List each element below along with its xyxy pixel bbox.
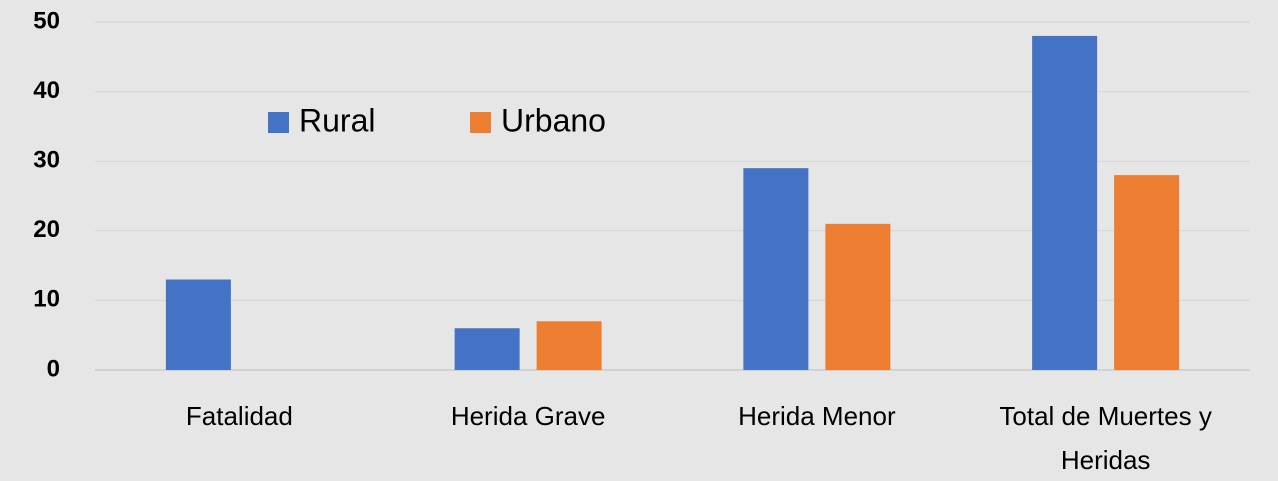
bar <box>743 168 809 370</box>
legend-swatch <box>268 112 289 133</box>
legend-swatch <box>470 112 491 133</box>
x-tick-label: Fatalidad <box>186 401 293 431</box>
bar <box>1032 35 1098 371</box>
x-tick-label: Total de Muertes y Heridas <box>999 401 1211 475</box>
x-tick-label: Herida Menor <box>738 401 896 431</box>
bar <box>536 321 602 370</box>
x-tick-label: Herida Grave <box>451 401 606 431</box>
y-tick-label: 20 <box>33 216 60 243</box>
legend-label: Urbano <box>501 102 606 138</box>
bar <box>165 279 231 370</box>
bar <box>454 328 520 370</box>
y-tick-label: 0 <box>47 355 60 382</box>
y-tick-label: 10 <box>33 286 60 313</box>
y-tick-label: 30 <box>33 147 60 174</box>
y-tick-label: 50 <box>33 7 60 34</box>
bar <box>1114 175 1180 370</box>
y-tick-label: 40 <box>33 77 60 104</box>
legend-label: Rural <box>299 102 375 138</box>
bar <box>825 223 891 370</box>
